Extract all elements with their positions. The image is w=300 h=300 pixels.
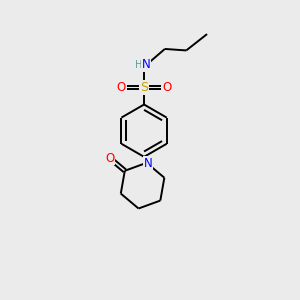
Text: N: N	[142, 58, 151, 71]
Text: O: O	[105, 152, 115, 165]
Text: N: N	[143, 157, 152, 170]
Text: S: S	[140, 81, 148, 94]
Text: O: O	[116, 81, 126, 94]
Text: H: H	[135, 60, 142, 70]
Text: O: O	[162, 81, 172, 94]
